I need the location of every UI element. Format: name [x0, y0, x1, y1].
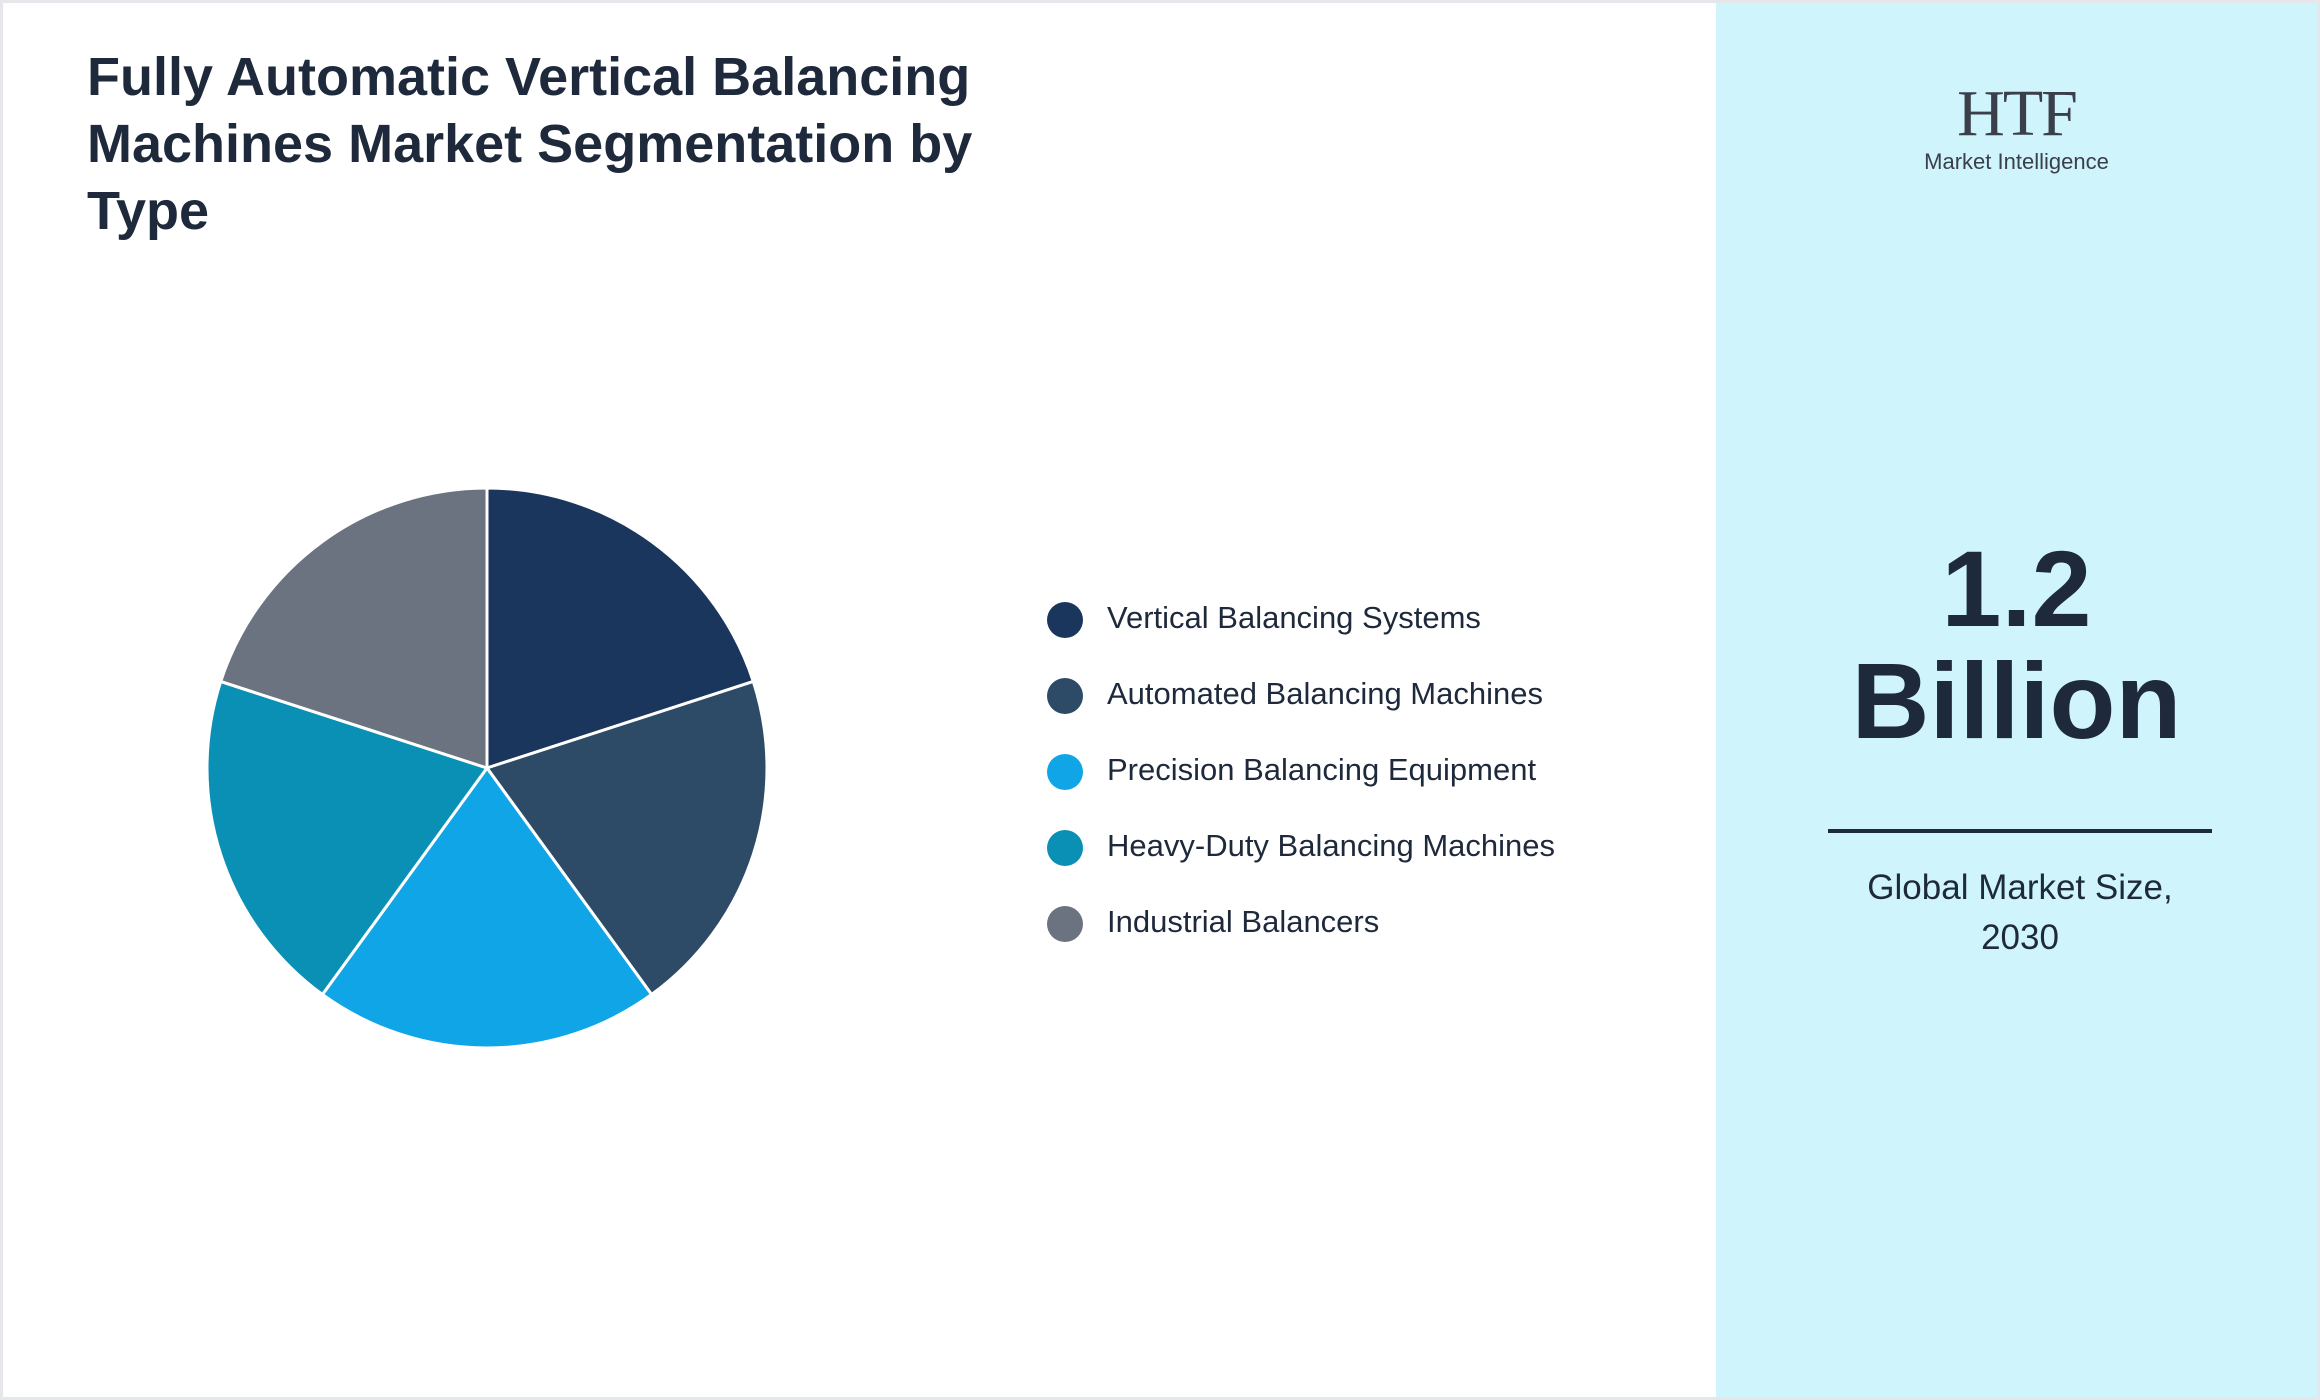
market-size-unit: Billion: [1851, 640, 2182, 761]
legend-swatch: [1047, 602, 1083, 638]
divider: [1828, 829, 2212, 833]
side-panel: HTF Market Intelligence 1.2 Billion Glob…: [1716, 3, 2317, 1397]
legend-swatch: [1047, 906, 1083, 942]
legend-label: Automated Balancing Machines: [1107, 676, 1543, 711]
pie-slice: [485, 486, 756, 771]
legend-label: Precision Balancing Equipment: [1107, 752, 1536, 787]
logo-subtitle: Market Intelligence: [1924, 149, 2109, 174]
market-size-label: Global Market Size, 2030: [1867, 868, 2173, 957]
pie-slice: [320, 765, 654, 1050]
legend-swatch: [1047, 678, 1083, 714]
market-size: 1.2 Billion: [1716, 533, 2317, 757]
chart: Fully Automatic Vertical Balancing Machin…: [87, 47, 1555, 1050]
pie-slice: [205, 679, 490, 997]
pie-slice: [218, 486, 489, 771]
legend-label: Vertical Balancing Systems: [1107, 600, 1481, 635]
chart-title: Fully Automatic Vertical Balancing Machin…: [87, 47, 972, 241]
legend-label: Heavy-Duty Balancing Machines: [1107, 828, 1555, 863]
legend-label: Industrial Balancers: [1107, 904, 1379, 939]
legend-swatch: [1047, 830, 1083, 866]
pie-slice: [484, 679, 769, 997]
logo-text: HTF: [1957, 77, 2078, 150]
legend-swatch: [1047, 754, 1083, 790]
logo: HTF Market Intelligence: [1716, 81, 2317, 177]
market-size-value: 1.2: [1941, 528, 2092, 649]
